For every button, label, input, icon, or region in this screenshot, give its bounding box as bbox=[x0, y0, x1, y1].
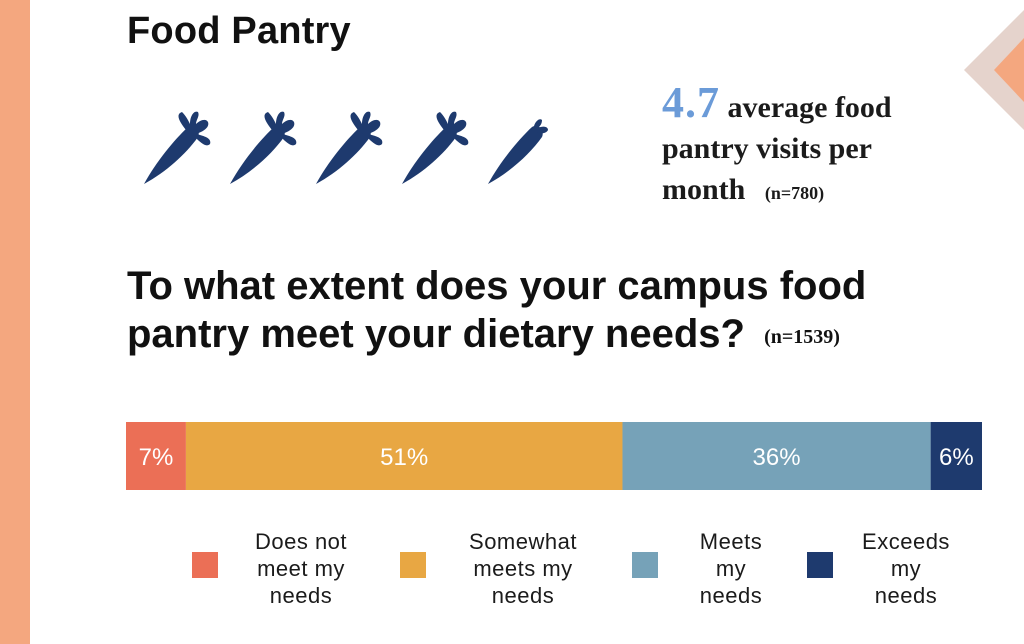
carrot-icon bbox=[488, 119, 548, 184]
carrot-icon bbox=[230, 111, 297, 184]
bar-data-label: 6% bbox=[939, 444, 974, 471]
legend-label-line: needs bbox=[699, 583, 763, 608]
carrot-icon bbox=[144, 111, 211, 184]
corner-diamond-decoration bbox=[964, 10, 1024, 130]
legend-label-line: needs bbox=[491, 583, 555, 608]
bar-segment bbox=[622, 422, 931, 490]
legend-swatch bbox=[632, 552, 658, 578]
visits-sample-size: (n=780) bbox=[764, 183, 825, 203]
question-title: To what extent does your campus food pan… bbox=[127, 262, 987, 361]
section-title: Food Pantry bbox=[127, 10, 351, 52]
visits-stat: 4.7 average food pantry visits per month… bbox=[662, 81, 952, 214]
legend-label-line: Does not bbox=[254, 529, 348, 554]
legend-label: Exceeds my needs bbox=[831, 528, 981, 609]
legend-label: Meets my needs bbox=[656, 528, 806, 609]
legend-label-line: needs bbox=[269, 583, 333, 608]
bar-data-label: 51% bbox=[380, 444, 428, 471]
legend-label-line: Exceeds bbox=[862, 529, 950, 554]
legend-label-line: my bbox=[715, 556, 747, 581]
carrot-icon bbox=[402, 111, 469, 184]
bar-segment bbox=[185, 422, 623, 490]
carrot-icon-row bbox=[144, 111, 548, 184]
question-sample-size: (n=1539) bbox=[764, 326, 840, 348]
bar-data-label: 36% bbox=[753, 444, 801, 471]
legend-label: Does not meet my needs bbox=[226, 528, 376, 609]
visits-label: average food pantry visits per month bbox=[662, 91, 892, 206]
legend-label-line: meets my bbox=[473, 556, 573, 581]
legend-label-line: Somewhat bbox=[469, 529, 577, 554]
legend-label-line: Meets bbox=[699, 529, 763, 554]
question-text: To what extent does your campus food pan… bbox=[127, 264, 867, 356]
visits-value: 4.7 bbox=[662, 78, 720, 127]
legend-label-line: meet my bbox=[257, 556, 345, 581]
legend-label-line: needs bbox=[874, 583, 938, 608]
bar-segment bbox=[930, 422, 982, 490]
legend-swatch bbox=[192, 552, 218, 578]
left-accent-stripe bbox=[0, 0, 30, 644]
legend-label: Somewhat meets my needs bbox=[448, 528, 598, 609]
legend-label-line: my bbox=[890, 556, 922, 581]
bar-segment bbox=[126, 422, 186, 490]
carrot-icon bbox=[316, 111, 383, 184]
legend-swatch bbox=[400, 552, 426, 578]
bar-data-label: 7% bbox=[139, 444, 174, 471]
legend-swatch bbox=[807, 552, 833, 578]
